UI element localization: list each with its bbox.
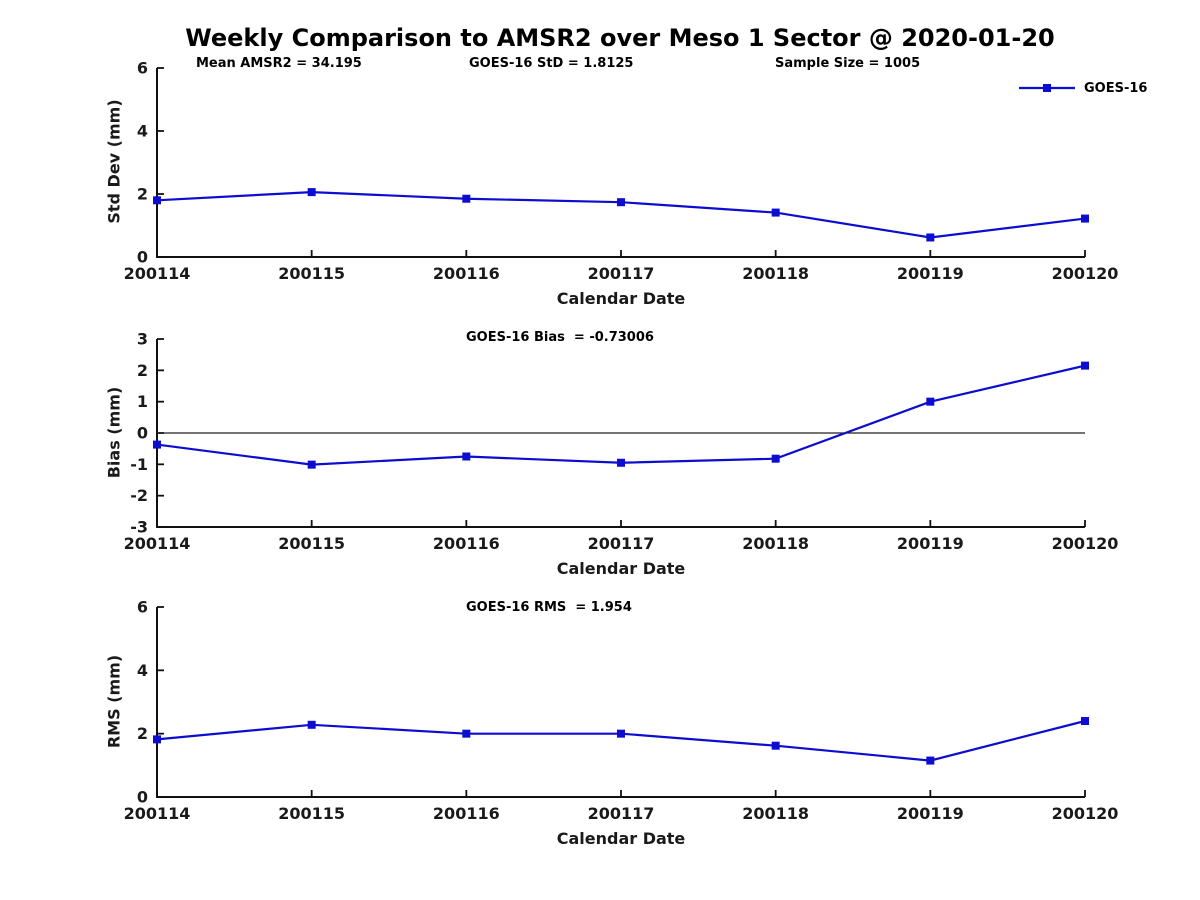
y-tick-label: 0 xyxy=(137,248,148,267)
x-tick-label: 200119 xyxy=(897,804,964,823)
x-tick-label: 200120 xyxy=(1052,534,1119,553)
x-tick-label: 200120 xyxy=(1052,804,1119,823)
stddev-chart: 0 2 4 6 200114 200115 200116 200117 200118 200119… xyxy=(124,59,1119,284)
x-tick-label: 200119 xyxy=(897,264,964,283)
x-tick-label: 200115 xyxy=(278,534,345,553)
y-tick-label: -1 xyxy=(130,455,148,474)
y-tick-label: -2 xyxy=(130,486,148,505)
data-point xyxy=(1081,361,1089,370)
x-tick-label: 200117 xyxy=(588,264,655,283)
axis-spine xyxy=(156,607,1085,798)
x-tick-label: 200114 xyxy=(124,264,191,283)
y-tick-label: 4 xyxy=(137,661,148,680)
stat-goes16-bias: GOES-16 Bias = -0.73006 xyxy=(466,330,654,345)
y-tick-label: -3 xyxy=(130,518,148,537)
x-tick-label: 200114 xyxy=(124,534,191,553)
x-tick-label: 200118 xyxy=(742,804,809,823)
data-point xyxy=(771,208,780,217)
x-tick-label: 200116 xyxy=(433,804,500,823)
x-tick-label: 200117 xyxy=(588,534,655,553)
y-tick-label: 2 xyxy=(137,185,148,204)
x-tick-label: 200118 xyxy=(742,264,809,283)
axis-spine xyxy=(156,68,1085,258)
rms-chart: 0 2 4 6 200114 200115 200116 200117 200118 200119… xyxy=(124,598,1119,824)
stat-sample-size: Sample Size = 1005 xyxy=(775,56,921,71)
data-point xyxy=(307,720,316,729)
x-tick-label: 200120 xyxy=(1052,264,1119,283)
y-tick-label: 4 xyxy=(137,122,148,141)
y-tick-label: 2 xyxy=(137,361,148,380)
xlabel-rms: Calendar Date xyxy=(556,829,686,848)
data-point xyxy=(771,454,780,463)
legend-label: GOES-16 xyxy=(1084,80,1148,96)
data-point xyxy=(1081,717,1089,725)
data-point xyxy=(153,440,161,449)
data-point xyxy=(1081,214,1089,223)
stat-goes16-std: GOES-16 StD = 1.8125 xyxy=(469,56,634,71)
data-point xyxy=(617,729,625,738)
figure-title: Weekly Comparison to AMSR2 over Meso 1 S… xyxy=(185,24,1055,52)
xlabel-stddev: Calendar Date xyxy=(556,289,686,308)
data-point xyxy=(462,452,471,461)
bias-chart: -3 -2 -1 0 1 2 3 200114 200115 200116 200117 200118… xyxy=(124,330,1119,554)
x-tick-label: 200116 xyxy=(433,534,500,553)
data-point xyxy=(153,196,161,205)
y-tick-label: 0 xyxy=(137,788,148,807)
x-tick-label: 200115 xyxy=(278,804,345,823)
xlabel-bias: Calendar Date xyxy=(556,559,686,578)
data-point xyxy=(617,458,625,467)
data-line xyxy=(156,364,1086,466)
data-point xyxy=(617,198,625,207)
data-point xyxy=(926,233,935,242)
y-tick-label: 2 xyxy=(137,724,148,743)
data-line xyxy=(156,719,1086,762)
data-point xyxy=(771,741,780,750)
legend: GOES-16 xyxy=(1017,80,1147,96)
y-tick-label: 1 xyxy=(137,392,148,411)
x-tick-label: 200114 xyxy=(124,804,191,823)
data-point xyxy=(307,188,316,197)
data-point xyxy=(307,460,316,469)
y-tick-label: 3 xyxy=(137,330,148,349)
y-tick-label: 6 xyxy=(137,59,148,78)
y-tick-label: 0 xyxy=(137,424,148,443)
x-tick-label: 200119 xyxy=(897,534,964,553)
x-tick-label: 200116 xyxy=(433,264,500,283)
x-tick-label: 200118 xyxy=(742,534,809,553)
legend-line-marker-icon xyxy=(1019,84,1075,92)
x-tick-label: 200115 xyxy=(278,264,345,283)
data-point xyxy=(462,194,471,203)
stat-goes16-rms: GOES-16 RMS = 1.954 xyxy=(466,600,632,615)
data-point xyxy=(926,397,935,406)
data-point xyxy=(926,756,935,765)
stat-mean-amsr2: Mean AMSR2 = 34.195 xyxy=(196,56,362,71)
data-point xyxy=(462,729,471,738)
x-tick-label: 200117 xyxy=(588,804,655,823)
y-tick-label: 6 xyxy=(137,598,148,617)
data-point xyxy=(153,735,161,744)
